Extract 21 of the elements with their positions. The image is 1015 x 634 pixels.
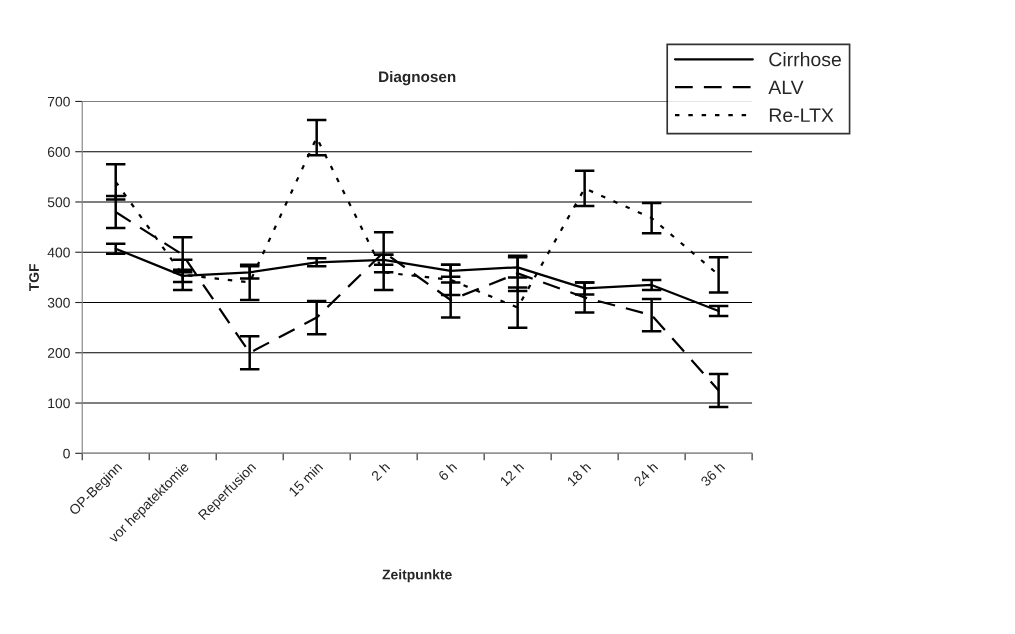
chart-title: Diagnosen: [379, 70, 456, 86]
x-tick-label: 18 h: [566, 461, 592, 487]
x-axis-title: Zeitpunkte: [382, 569, 452, 583]
x-tick-label: 24 h: [633, 461, 659, 487]
y-tick-label: 0: [63, 448, 70, 459]
x-tick-label: 15 min: [287, 461, 324, 497]
y-tick-label: 300: [47, 297, 70, 308]
legend-label: Cirrhose: [769, 52, 841, 67]
y-axis-title: TGF: [29, 264, 39, 292]
y-tick-label: 100: [48, 398, 70, 409]
y-tick-label: 200: [47, 348, 70, 358]
y-tick-label: 400: [47, 247, 70, 258]
x-tick-label: 2 h: [370, 461, 391, 482]
x-tick-label: 6 h: [437, 461, 458, 482]
legend-label: Re-LTX: [769, 108, 834, 123]
y-tick-label: 600: [47, 147, 70, 157]
y-tick-label: 500: [47, 197, 70, 208]
x-tick-label: 12 h: [499, 461, 525, 487]
x-tick-label: 36 h: [699, 461, 726, 487]
y-tick-label: 700: [47, 96, 70, 107]
legend-label: ALV: [768, 80, 804, 95]
